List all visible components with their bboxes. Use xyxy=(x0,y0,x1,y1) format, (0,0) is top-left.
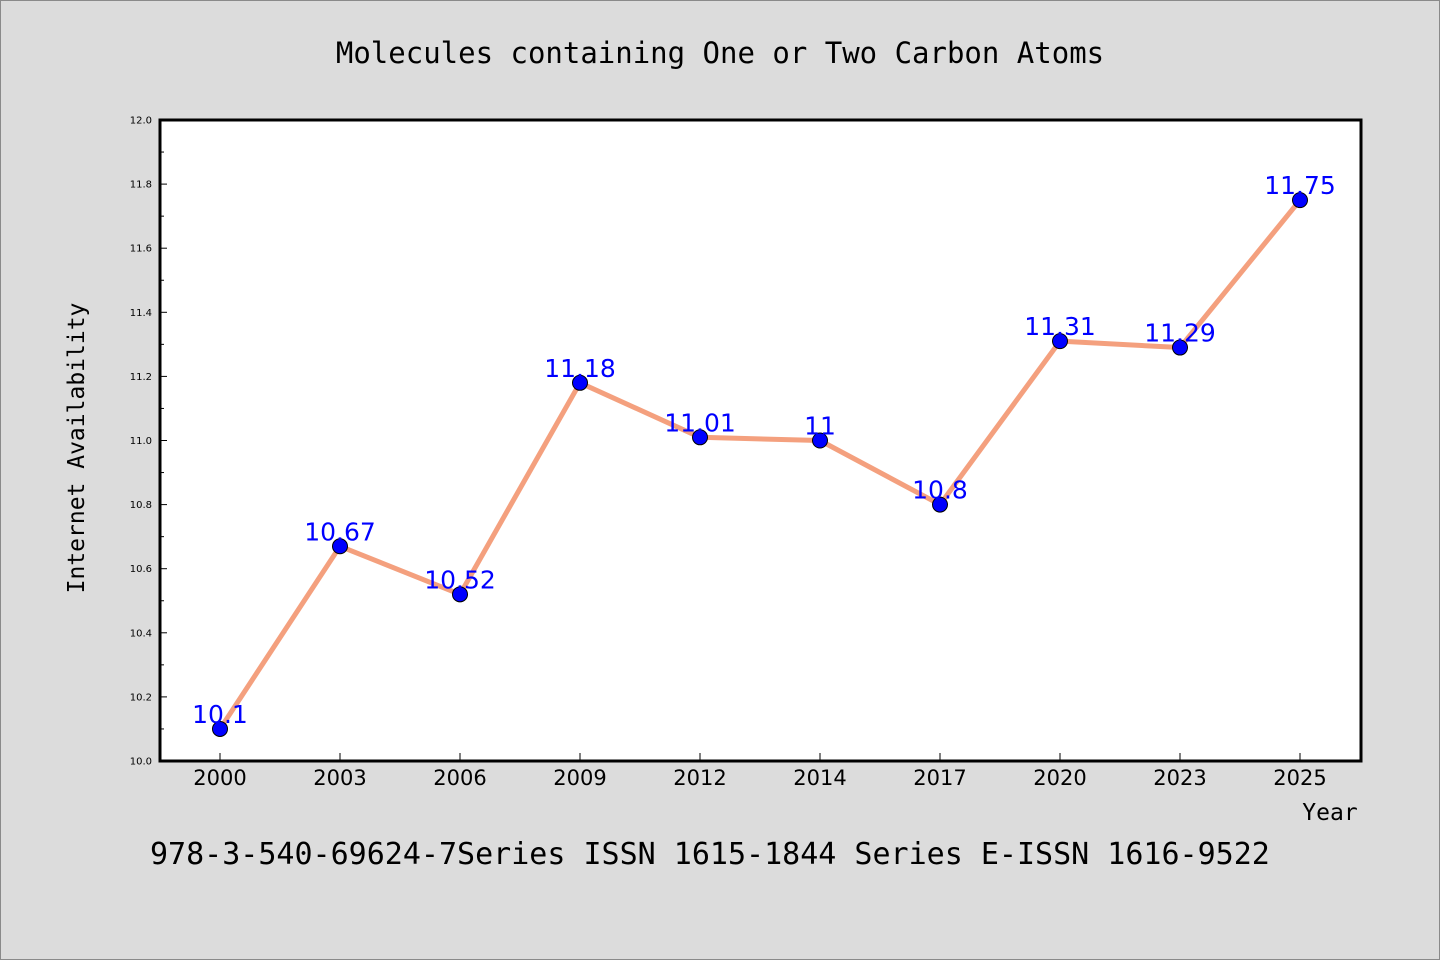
series-line-path xyxy=(217,198,1302,731)
series-line xyxy=(212,192,1308,737)
y-tick-label: 10.8 xyxy=(130,500,152,511)
x-tick-label: 2000 xyxy=(193,766,246,790)
x-axis-label: Year xyxy=(1302,800,1357,826)
y-tick-label: 11.8 xyxy=(130,180,152,191)
x-tick-label: 2023 xyxy=(1153,766,1206,790)
data-label: 11.31 xyxy=(1024,312,1096,341)
x-tick-label: 2014 xyxy=(793,766,846,790)
data-labels: 10.1 10.67 10.52 11.18 11.01 11 10.8 11.31 11.29… xyxy=(192,171,1336,729)
data-point xyxy=(452,586,468,603)
data-point xyxy=(572,374,588,391)
x-tick-label: 2025 xyxy=(1273,766,1326,790)
data-label: 10.67 xyxy=(304,517,376,546)
y-tick-label: 10.0 xyxy=(130,757,152,768)
x-tick-label: 2017 xyxy=(913,766,966,790)
data-label: 10.1 xyxy=(192,700,248,729)
data-point xyxy=(692,429,708,446)
data-label: 11.75 xyxy=(1264,171,1336,200)
y-axis: 10.0 10.2 10.4 10.6 10.8 11.0 11.2 11.4 11.6 11.8… xyxy=(130,116,167,768)
data-point xyxy=(932,496,948,513)
data-label: 11.01 xyxy=(664,408,736,437)
y-tick-label: 11.2 xyxy=(130,372,152,383)
x-tick-label: 2006 xyxy=(433,766,486,790)
chart-title: Molecules containing One or Two Carbon A… xyxy=(336,36,1104,70)
data-point xyxy=(812,432,828,449)
x-tick-label: 2003 xyxy=(313,766,366,790)
data-point xyxy=(1292,192,1308,209)
plot-area xyxy=(158,118,1363,763)
y-tick-label: 11.6 xyxy=(130,244,152,255)
data-label: 11.29 xyxy=(1144,319,1216,348)
footer-identifiers: 978-3-540-69624-7Series ISSN 1615-1844 S… xyxy=(150,837,1270,872)
data-point xyxy=(332,538,348,555)
data-point xyxy=(212,720,228,737)
x-axis: 2000 2003 2006 2009 2012 2014 2017 2020 2023 2025 xyxy=(193,753,1327,790)
x-tick-label: 2009 xyxy=(553,766,606,790)
y-tick-label: 11.4 xyxy=(130,308,152,319)
data-label: 10.52 xyxy=(424,565,496,594)
data-label: 11 xyxy=(804,412,836,441)
y-tick-label: 10.6 xyxy=(130,564,152,575)
y-tick-label: 10.2 xyxy=(130,692,152,703)
y-axis-label: Internet Availability xyxy=(64,303,90,594)
y-tick-label: 10.4 xyxy=(130,628,152,639)
data-point xyxy=(1172,339,1188,356)
x-tick-label: 2012 xyxy=(673,766,726,790)
data-label: 11.18 xyxy=(544,354,616,383)
data-label: 10.8 xyxy=(912,476,968,505)
data-point xyxy=(1052,333,1068,350)
y-tick-label: 11.0 xyxy=(130,436,152,447)
y-tick-label: 12.0 xyxy=(130,116,152,127)
x-tick-label: 2020 xyxy=(1033,766,1086,790)
